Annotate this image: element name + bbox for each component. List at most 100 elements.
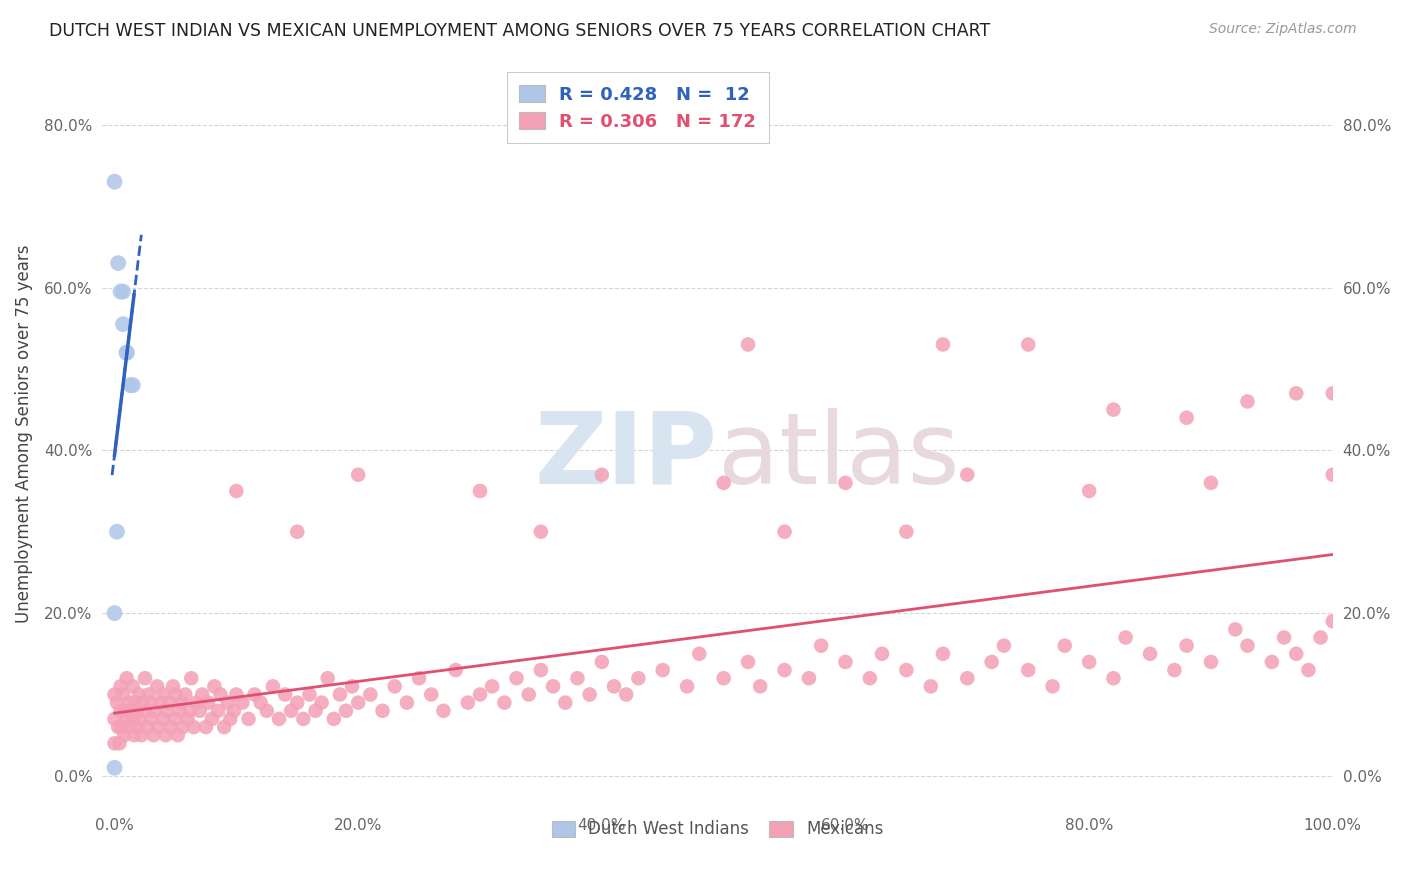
Point: [311, 696, 333, 710]
Point: [1078, 655, 1101, 669]
Point: [1199, 655, 1222, 669]
Point: [112, 688, 135, 702]
Point: [217, 696, 239, 710]
Point: [139, 696, 162, 710]
Point: [1199, 475, 1222, 490]
Point: [1236, 639, 1258, 653]
Legend: Dutch West Indians, Mexicans: Dutch West Indians, Mexicans: [546, 814, 890, 845]
Point: [103, 736, 125, 750]
Point: [194, 720, 217, 734]
Point: [191, 688, 214, 702]
Point: [468, 688, 491, 702]
Point: [329, 688, 352, 702]
Point: [212, 720, 235, 734]
Point: [1272, 631, 1295, 645]
Point: [131, 728, 153, 742]
Point: [115, 671, 138, 685]
Point: [1042, 679, 1064, 693]
Point: [112, 728, 135, 742]
Point: [238, 712, 260, 726]
Point: [1322, 467, 1344, 482]
Point: [896, 524, 918, 539]
Point: [105, 524, 128, 539]
Point: [209, 688, 232, 702]
Point: [170, 696, 193, 710]
Point: [591, 655, 613, 669]
Point: [676, 679, 699, 693]
Point: [138, 688, 160, 702]
Point: [1017, 663, 1039, 677]
Point: [202, 679, 225, 693]
Point: [834, 475, 856, 490]
Point: [1225, 623, 1247, 637]
Point: [285, 696, 308, 710]
Point: [1017, 337, 1039, 351]
Point: [773, 663, 796, 677]
Point: [749, 679, 772, 693]
Point: [737, 337, 759, 351]
Point: [115, 345, 138, 359]
Point: [810, 639, 832, 653]
Point: [1285, 386, 1308, 401]
Point: [180, 671, 202, 685]
Point: [285, 524, 308, 539]
Point: [219, 712, 242, 726]
Point: [165, 688, 187, 702]
Point: [1102, 671, 1125, 685]
Point: [127, 720, 149, 734]
Point: [146, 679, 169, 693]
Point: [103, 175, 125, 189]
Point: [797, 671, 820, 685]
Point: [1078, 483, 1101, 498]
Point: [142, 728, 165, 742]
Point: [468, 483, 491, 498]
Point: [481, 679, 503, 693]
Point: [1261, 655, 1284, 669]
Point: [155, 728, 177, 742]
Point: [1322, 386, 1344, 401]
Text: atlas: atlas: [717, 408, 959, 505]
Point: [530, 663, 553, 677]
Point: [143, 704, 166, 718]
Point: [152, 712, 174, 726]
Point: [457, 696, 479, 710]
Point: [108, 736, 131, 750]
Point: [162, 679, 184, 693]
Point: [517, 688, 540, 702]
Point: [134, 671, 156, 685]
Point: [554, 696, 576, 710]
Point: [274, 688, 297, 702]
Point: [688, 647, 710, 661]
Point: [186, 696, 208, 710]
Point: [157, 696, 180, 710]
Point: [567, 671, 589, 685]
Point: [713, 475, 735, 490]
Point: [530, 524, 553, 539]
Point: [256, 704, 278, 718]
Point: [149, 696, 172, 710]
Point: [1236, 394, 1258, 409]
Point: [541, 679, 564, 693]
Point: [1102, 402, 1125, 417]
Point: [243, 688, 266, 702]
Point: [1175, 410, 1198, 425]
Point: [347, 696, 370, 710]
Point: [103, 606, 125, 620]
Point: [651, 663, 673, 677]
Point: [834, 655, 856, 669]
Point: [139, 712, 162, 726]
Point: [103, 761, 125, 775]
Point: [156, 704, 179, 718]
Point: [432, 704, 454, 718]
Point: [627, 671, 650, 685]
Point: [420, 688, 443, 702]
Point: [444, 663, 467, 677]
Point: [207, 704, 229, 718]
Point: [292, 712, 315, 726]
Text: ZIP: ZIP: [534, 408, 717, 505]
Point: [896, 663, 918, 677]
Point: [1163, 663, 1185, 677]
Point: [103, 688, 125, 702]
Point: [136, 720, 159, 734]
Text: DUTCH WEST INDIAN VS MEXICAN UNEMPLOYMENT AMONG SENIORS OVER 75 YEARS CORRELATIO: DUTCH WEST INDIAN VS MEXICAN UNEMPLOYMEN…: [49, 22, 990, 40]
